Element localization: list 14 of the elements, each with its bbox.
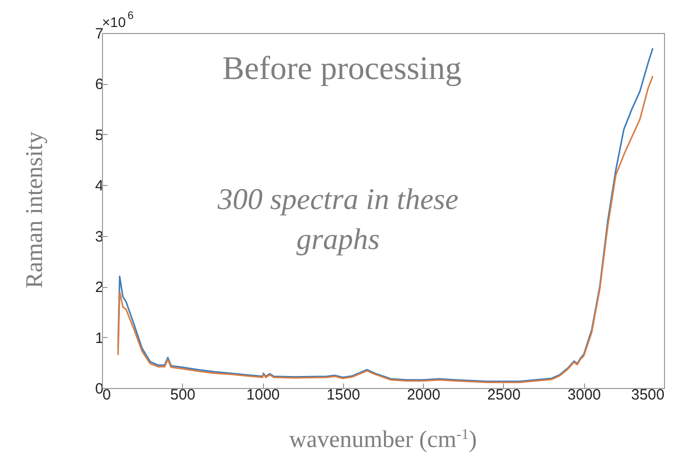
- y-tick-label: 4: [95, 178, 104, 195]
- x-tick-label: 2500: [487, 386, 521, 404]
- x-tick-label: 500: [170, 386, 196, 404]
- annotation: 300 spectra in these graphs: [216, 183, 458, 256]
- x-tick-label: 1000: [246, 386, 280, 404]
- x-tick-label: 2000: [406, 386, 440, 404]
- y-tick-label: 1: [95, 330, 104, 347]
- y-tick-label: 7: [95, 26, 104, 42]
- x-tick-label: 3500: [631, 386, 664, 404]
- x-axis-title: wavenumber (cm$^{-1}$): [289, 427, 477, 453]
- y-axis-title: Raman intensity: [22, 132, 48, 288]
- text: Before processing: [222, 51, 462, 87]
- x-tick-label: 3000: [568, 386, 601, 404]
- x-tick-label: 1500: [326, 386, 360, 404]
